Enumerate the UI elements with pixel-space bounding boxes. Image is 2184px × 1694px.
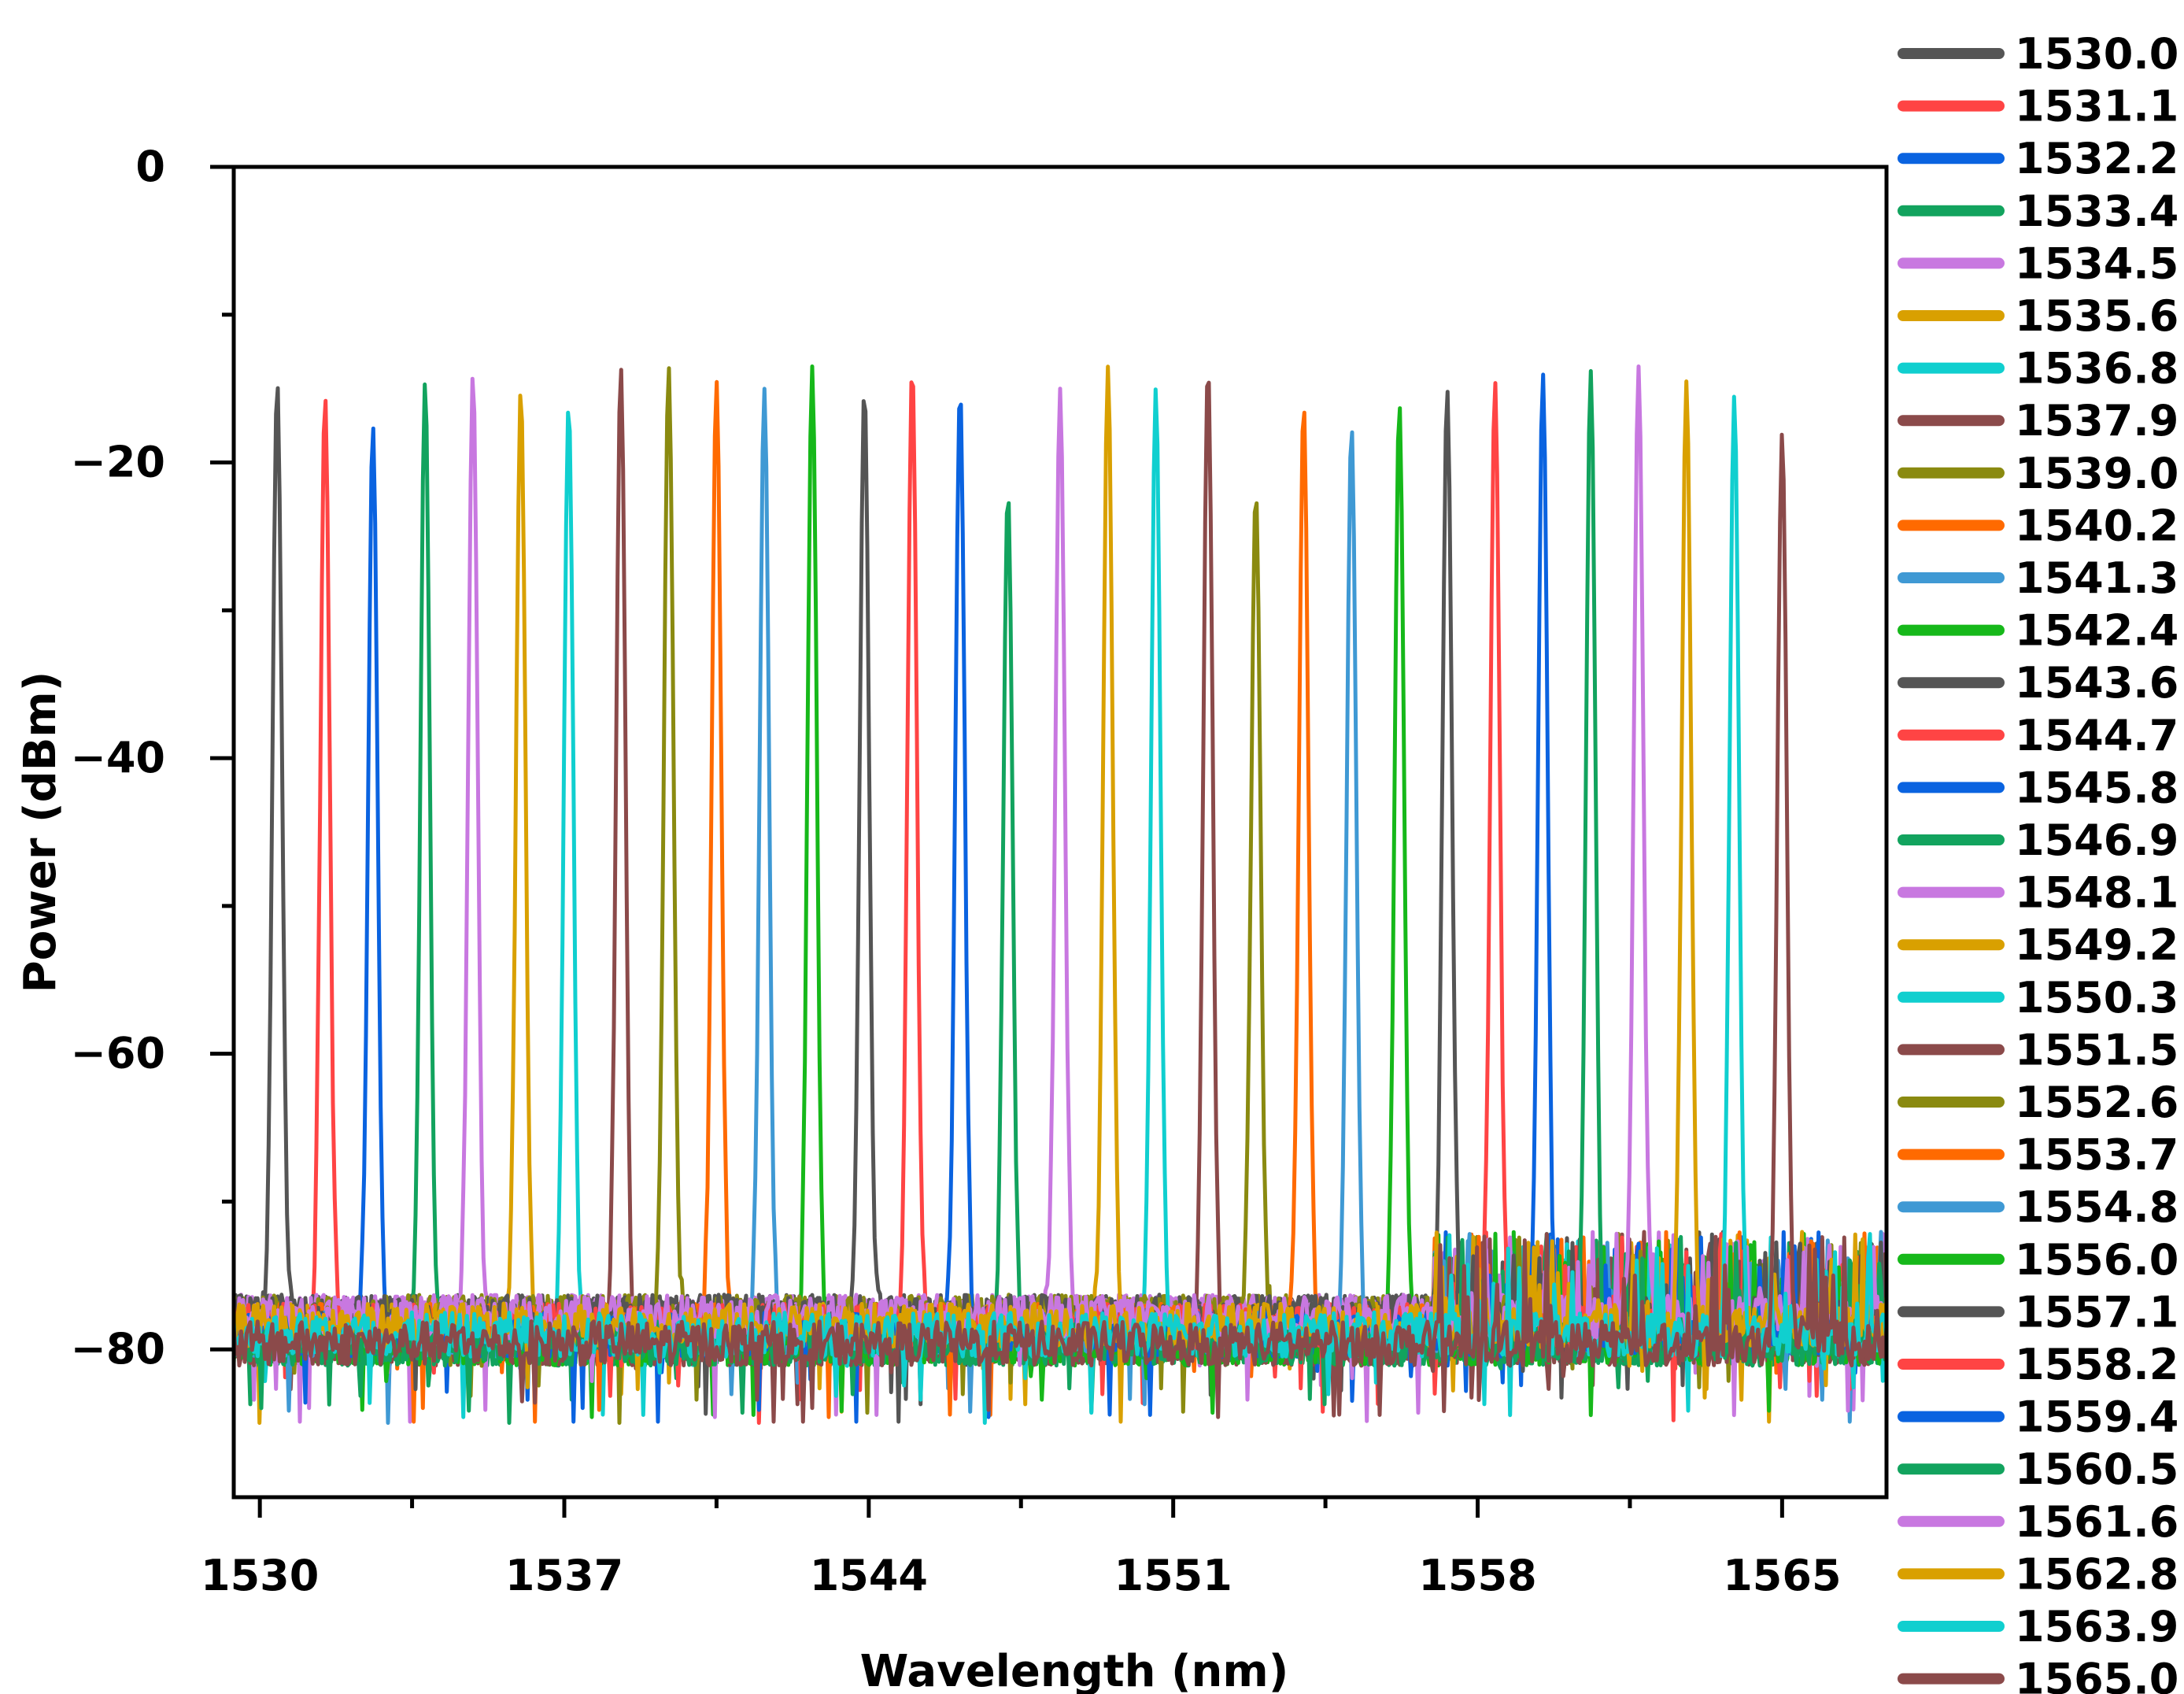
legend-label-1537.9: 1537.9 <box>2015 396 2178 446</box>
legend-label-1546.9: 1546.9 <box>2015 816 2178 865</box>
legend-label-1539.0: 1539.0 <box>2015 449 2178 498</box>
y-tick-label-0: 0 <box>135 142 165 191</box>
series-line-1563.9 <box>231 394 1889 1426</box>
y-tick-label--80: −80 <box>71 1324 165 1374</box>
legend-label-1563.9: 1563.9 <box>2015 1602 2178 1651</box>
legend-label-1553.7: 1553.7 <box>2015 1130 2178 1180</box>
legend-label-1534.5: 1534.5 <box>2015 239 2178 288</box>
x-tick-label-1551: 1551 <box>1114 1551 1232 1600</box>
y-tick-label--60: −60 <box>71 1029 165 1078</box>
legend-label-1562.8: 1562.8 <box>2015 1549 2178 1599</box>
series-line-1565.0 <box>231 432 1889 1424</box>
legend-label-1548.1: 1548.1 <box>2015 868 2178 918</box>
x-tick-label-1565: 1565 <box>1723 1551 1841 1600</box>
legend-label-1557.1: 1557.1 <box>2015 1287 2178 1337</box>
legend-label-1541.3: 1541.3 <box>2015 553 2178 603</box>
x-tick-label-1558: 1558 <box>1418 1551 1536 1600</box>
x-tick-label-1544: 1544 <box>810 1551 928 1600</box>
legend-label-1532.2: 1532.2 <box>2015 134 2178 183</box>
legend-label-1530.0: 1530.0 <box>2015 29 2178 79</box>
legend-label-1556.0: 1556.0 <box>2015 1235 2178 1285</box>
y-tick-label--20: −20 <box>71 438 165 487</box>
legend-label-1565.0: 1565.0 <box>2015 1655 2178 1694</box>
x-axis-title: Wavelength (nm) <box>860 1646 1289 1694</box>
legend-label-1533.4: 1533.4 <box>2015 187 2178 236</box>
legend-label-1554.8: 1554.8 <box>2015 1182 2178 1232</box>
legend-label-1536.8: 1536.8 <box>2015 344 2178 394</box>
legend-label-1540.2: 1540.2 <box>2015 501 2178 550</box>
legend-label-1542.4: 1542.4 <box>2015 606 2178 656</box>
legend-label-1550.3: 1550.3 <box>2015 973 2178 1023</box>
legend-label-1543.6: 1543.6 <box>2015 658 2178 708</box>
legend-label-1552.6: 1552.6 <box>2015 1078 2178 1127</box>
legend-label-1551.5: 1551.5 <box>2015 1025 2178 1074</box>
legend: 1530.01531.11532.21533.41534.51535.61536… <box>1898 29 2178 1694</box>
legend-label-1559.4: 1559.4 <box>2015 1393 2178 1442</box>
y-tick-label--40: −40 <box>71 733 165 782</box>
plot-frame <box>231 165 1889 1500</box>
legend-label-1535.6: 1535.6 <box>2015 291 2178 341</box>
axis-layer: 1530 1537 1544 1551 1558 1565 0 −20 −40 −60 −80 <box>71 142 1842 1600</box>
series-layer <box>231 364 1889 1426</box>
y-axis-title: Power (dBm) <box>15 671 66 993</box>
x-tick-label-1530: 1530 <box>201 1551 319 1600</box>
legend-label-1545.8: 1545.8 <box>2015 763 2178 812</box>
x-tick-label-1537: 1537 <box>505 1551 623 1600</box>
legend-label-1531.1: 1531.1 <box>2015 82 2178 131</box>
legend-label-1560.5: 1560.5 <box>2015 1444 2178 1494</box>
legend-label-1549.2: 1549.2 <box>2015 920 2178 970</box>
legend-label-1561.6: 1561.6 <box>2015 1497 2178 1547</box>
legend-label-1558.2: 1558.2 <box>2015 1340 2178 1389</box>
legend-label-1544.7: 1544.7 <box>2015 711 2178 760</box>
